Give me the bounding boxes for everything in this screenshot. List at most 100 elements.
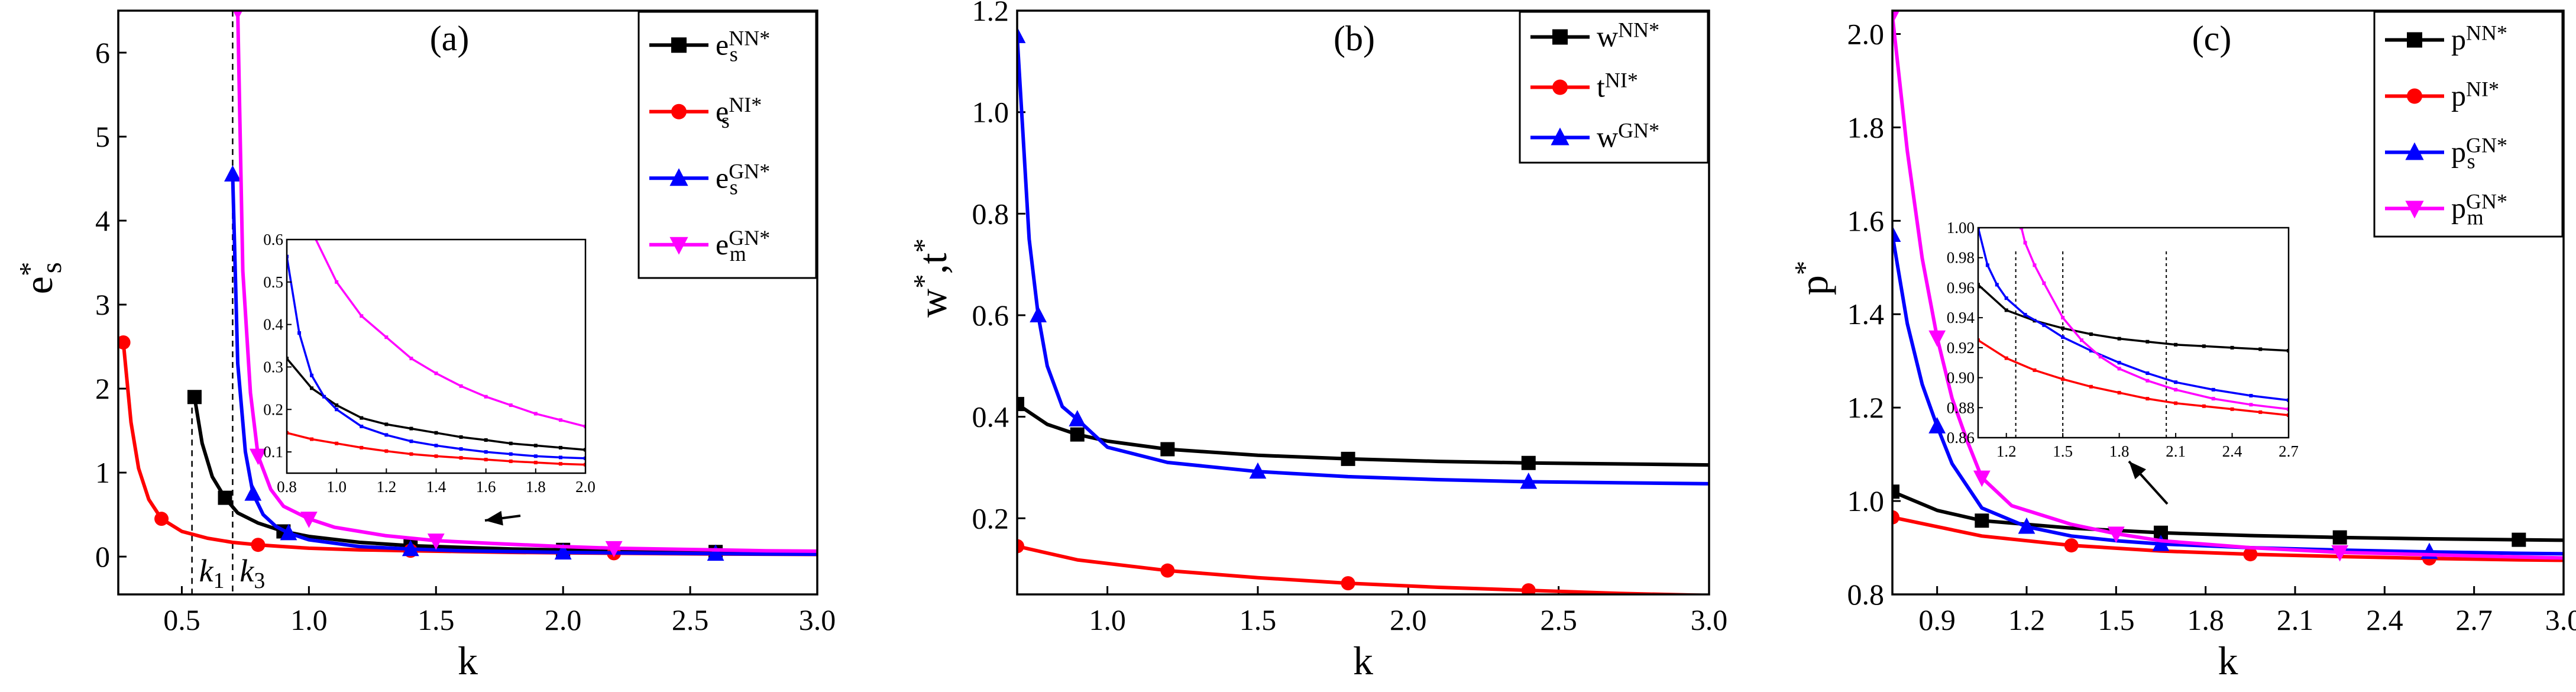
inset-series-marker xyxy=(2258,410,2263,414)
inset-series-marker xyxy=(2089,384,2093,389)
inset-series-marker xyxy=(1978,283,1980,287)
legend-label: pNN* xyxy=(2451,21,2507,56)
legend-label-sub: s xyxy=(2467,149,2475,173)
y-tick-label: 2.0 xyxy=(1847,17,1885,50)
inset-x-tick-label: 0.8 xyxy=(277,478,297,496)
x-tick-label: 3.0 xyxy=(799,603,836,636)
legend-label-base: e xyxy=(716,28,729,61)
legend-label-base: e xyxy=(716,228,729,261)
y-axis-label-base: p xyxy=(1791,275,1836,295)
legend-marker xyxy=(1552,29,1568,45)
legend-label-base: e xyxy=(716,95,729,128)
inset-series-marker xyxy=(2230,407,2234,411)
threshold-label-sub: 1 xyxy=(213,568,225,593)
series-marker xyxy=(2331,545,2349,562)
y-axis-label-base: e xyxy=(16,276,61,294)
inset-series-marker xyxy=(2004,356,2008,360)
series-marker xyxy=(605,541,623,558)
panel-label: (b) xyxy=(1334,19,1375,58)
inset-series-marker xyxy=(558,455,562,460)
legend-marker xyxy=(2405,201,2424,219)
x-tick-label: 2.0 xyxy=(1390,603,1427,636)
inset-series-marker xyxy=(360,425,364,428)
legend-label-sub: s xyxy=(730,42,738,66)
plot-frame xyxy=(1891,9,2565,596)
plot-frame xyxy=(117,9,818,596)
series-marker xyxy=(218,490,232,505)
inset-series-marker xyxy=(287,254,289,258)
series-marker xyxy=(1975,513,1989,528)
inset-series-marker xyxy=(434,371,438,376)
threshold-label-base: k xyxy=(199,553,214,588)
y-tick-label: 0.6 xyxy=(972,299,1009,332)
series-line xyxy=(1017,34,1709,486)
x-tick-label: 1.0 xyxy=(1089,603,1126,636)
inset-series-marker xyxy=(2287,413,2289,417)
legend-label: eNI* s xyxy=(716,93,762,132)
inset-series-marker xyxy=(2042,323,2046,327)
series-marker xyxy=(402,539,419,557)
panel-label: (c) xyxy=(2192,19,2232,58)
series-line xyxy=(1017,402,1709,467)
inset-series-marker xyxy=(2287,407,2289,411)
series-group xyxy=(1892,11,2564,566)
inset-series-marker xyxy=(584,448,585,452)
inset-series-marker xyxy=(384,433,389,437)
series-marker xyxy=(1892,484,1899,499)
inset-series-marker xyxy=(533,412,538,416)
inset-series-marker xyxy=(558,462,562,466)
x-tick-label: 1.5 xyxy=(2098,603,2135,636)
inset-x-tick-label: 2.1 xyxy=(2166,442,2186,460)
series-marker xyxy=(1928,417,1946,434)
inset-series-marker xyxy=(2061,326,2065,330)
inset-series-marker xyxy=(558,445,562,450)
inset-series-marker xyxy=(459,384,463,388)
inset-series-marker xyxy=(2061,316,2065,320)
y-axis-label-sup: * xyxy=(907,274,940,288)
legend-box xyxy=(637,11,817,279)
legend-label-sup: GN* xyxy=(2466,189,2507,213)
series-marker xyxy=(554,543,572,560)
series-marker xyxy=(1928,330,1946,347)
inset-x-tick-label: 2.7 xyxy=(2279,442,2299,460)
series-marker xyxy=(1160,442,1175,457)
y-axis-label-sub: s xyxy=(35,262,67,273)
inset-series-marker xyxy=(584,456,585,460)
series-line xyxy=(1892,490,2564,542)
inset-series-marker xyxy=(2023,241,2027,245)
x-tick-label: 2.4 xyxy=(2366,603,2403,636)
inset-series xyxy=(287,240,585,467)
legend-marker xyxy=(1552,79,1568,95)
y-tick-label: 1.0 xyxy=(1847,484,1885,518)
inset-series-marker xyxy=(2249,403,2253,407)
legend-marker xyxy=(1551,127,1569,145)
inset-series-marker xyxy=(360,314,364,318)
inset-series-marker xyxy=(335,403,339,408)
inset-series-marker xyxy=(2174,342,2178,347)
y-tick-label: 1.8 xyxy=(1847,111,1885,144)
series-line xyxy=(236,11,817,553)
series-marker xyxy=(1973,470,1991,487)
inset-series-marker xyxy=(2117,361,2121,365)
series-marker xyxy=(1341,451,1355,466)
legend-label-base: w xyxy=(1597,121,1618,154)
series-marker xyxy=(2243,547,2258,562)
y-tick-label: 4 xyxy=(95,204,110,237)
inset-x-tick-label: 2.4 xyxy=(2222,442,2242,460)
legend-label-sup: GN* xyxy=(729,226,770,250)
inset-y-tick-label: 0.3 xyxy=(263,358,283,376)
inset-series-marker xyxy=(287,431,289,435)
y-tick-label: 1.2 xyxy=(1847,391,1885,424)
inset: 1.2 1.5 1.8 2.1 2.4 2.7 0.86 0.88 0.90 0.92 0.94 0.… xyxy=(1947,219,2299,460)
y-tick-label: 1.0 xyxy=(972,96,1009,129)
inset-series-marker xyxy=(1995,283,1999,287)
series-marker xyxy=(1341,576,1355,591)
inset-series-marker xyxy=(2145,397,2150,401)
series-marker xyxy=(2154,525,2168,540)
legend-box xyxy=(2373,11,2564,238)
series-marker xyxy=(1017,397,1024,412)
series-marker xyxy=(2512,532,2526,547)
series-group xyxy=(118,11,817,561)
inset-series-marker xyxy=(2089,348,2093,353)
